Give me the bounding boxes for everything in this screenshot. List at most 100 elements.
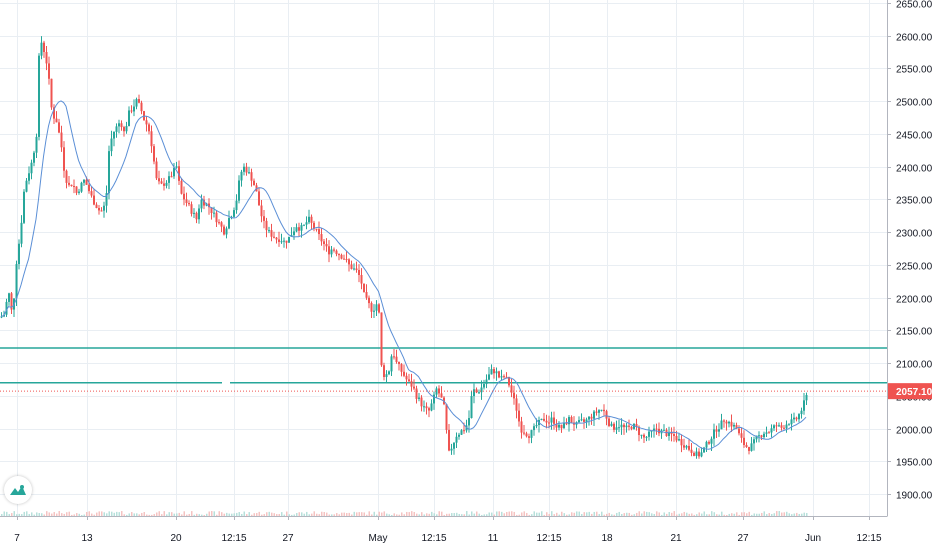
volume-bar: [13, 511, 15, 516]
volume-bar: [28, 514, 30, 516]
volume-bar: [443, 514, 445, 516]
candle-body: [670, 431, 673, 435]
candle-body: [58, 122, 60, 133]
candle-body: [508, 376, 510, 386]
candle-body: [113, 131, 115, 139]
volume-bar: [368, 511, 370, 516]
volume-bar: [298, 512, 300, 516]
volume-bar: [433, 513, 435, 516]
candle-body: [755, 435, 758, 440]
volume-bar: [633, 514, 635, 516]
volume-bar: [228, 513, 230, 516]
candle-body: [198, 208, 200, 220]
volume-bar: [748, 511, 750, 516]
volume-bar: [1, 514, 3, 516]
tradingview-logo[interactable]: [4, 476, 32, 504]
volume-bar: [226, 512, 228, 516]
volume-bar: [483, 514, 485, 516]
volume-bar: [248, 512, 250, 516]
volume-bar: [396, 514, 398, 516]
volume-bar: [328, 514, 330, 516]
candle-body: [313, 222, 315, 229]
candle-body: [775, 425, 778, 427]
volume-bar: [718, 514, 720, 516]
volume-bar: [293, 514, 295, 516]
volume-bar: [426, 513, 428, 516]
volume-bar: [501, 511, 503, 516]
volume-bar: [666, 513, 668, 516]
volume-bar: [348, 512, 350, 516]
volume-bar: [693, 514, 695, 516]
candle-body: [25, 180, 28, 192]
candle-body: [78, 191, 80, 193]
candle-body: [270, 230, 273, 237]
candle-body: [250, 172, 253, 181]
volume-bar: [376, 514, 378, 516]
volume-bar: [556, 512, 558, 516]
volume-bar: [126, 514, 128, 516]
candle-body: [340, 254, 343, 259]
candle-body: [160, 181, 163, 184]
candle-body: [550, 417, 553, 423]
candle-body: [765, 432, 768, 434]
volume-bar: [168, 512, 170, 516]
candle-body: [220, 222, 223, 227]
volume-bar: [308, 514, 310, 516]
candle-body: [480, 387, 483, 393]
volume-bar: [593, 511, 595, 516]
volume-bar: [286, 511, 288, 516]
candle-body: [608, 418, 610, 426]
candle-body: [50, 78, 53, 108]
volume-bar: [581, 514, 583, 516]
volume-bar: [641, 513, 643, 516]
candle-body: [248, 172, 250, 174]
candle-body: [275, 237, 278, 240]
candle-body: [753, 439, 755, 444]
volume-bar: [628, 512, 630, 516]
volume-bar: [18, 513, 20, 516]
candle-body: [723, 420, 725, 422]
candle-body: [200, 199, 203, 209]
volume-bar: [423, 514, 425, 516]
candle-body: [773, 425, 775, 429]
volume-bar: [533, 511, 535, 516]
candle-body: [5, 301, 8, 315]
volume-bar: [261, 514, 263, 516]
candle-body: [563, 423, 565, 429]
volume-bar: [23, 511, 25, 516]
volume-bar: [766, 514, 768, 516]
volume-bar: [268, 511, 270, 516]
volume-bar: [53, 512, 55, 516]
x-tick-label: 11: [488, 533, 499, 544]
volume-bar: [711, 511, 713, 516]
candle-body: [635, 423, 638, 427]
volume-bar: [746, 513, 748, 516]
volume-bar: [161, 514, 163, 516]
current-price-label: 2057.10: [888, 383, 932, 400]
volume-bar: [131, 512, 133, 516]
volume-bar: [456, 512, 458, 516]
volume-bar: [466, 511, 468, 516]
volume-bar: [491, 512, 493, 516]
volume-bar: [663, 512, 665, 516]
x-tick-label: 18: [601, 533, 613, 544]
volume-bar: [571, 512, 573, 516]
volume-bar: [271, 512, 273, 516]
candle-body: [98, 208, 100, 211]
volume-bar: [406, 511, 408, 516]
candle-body: [425, 406, 428, 409]
candle-body: [430, 403, 433, 411]
candle-body: [743, 437, 745, 446]
volume-bar: [258, 511, 260, 516]
volume-bar: [91, 513, 93, 516]
candle-body: [705, 441, 708, 448]
candle-body: [655, 428, 658, 430]
candle-body: [203, 199, 205, 206]
candle-body: [763, 433, 765, 438]
candle-body: [545, 420, 548, 423]
volume-bar: [713, 512, 715, 516]
volume-bar: [496, 511, 498, 516]
volume-bar: [288, 514, 290, 516]
volume-bar: [661, 514, 663, 516]
